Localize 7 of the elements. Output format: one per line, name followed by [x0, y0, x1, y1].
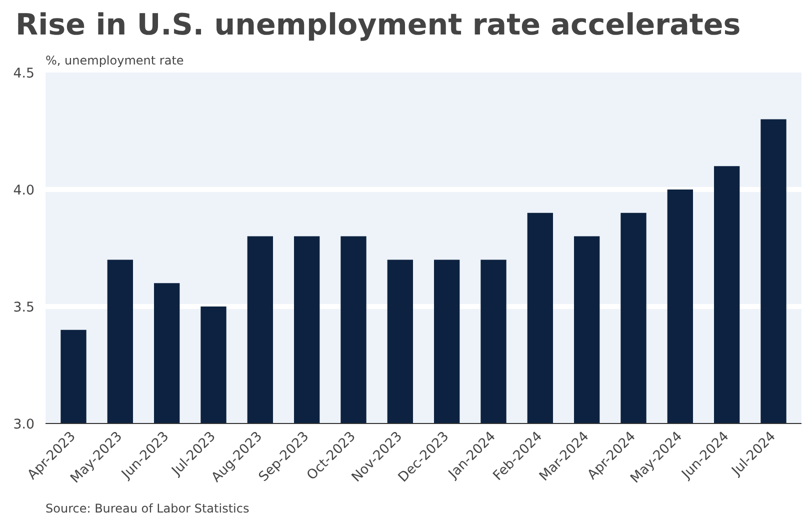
y-tick-label: 3.5 [13, 300, 35, 316]
y-axis-title: %, unemployment rate [46, 54, 184, 68]
y-tick-label: 4.0 [13, 184, 35, 198]
y-tick-label: 4.5 [13, 66, 35, 82]
source-note: Source: Bureau of Labor Statistics [46, 502, 250, 516]
y-tick-label: 3.0 [13, 418, 35, 432]
chart-title: Rise in U.S. unemployment rate accelerates [16, 8, 741, 42]
